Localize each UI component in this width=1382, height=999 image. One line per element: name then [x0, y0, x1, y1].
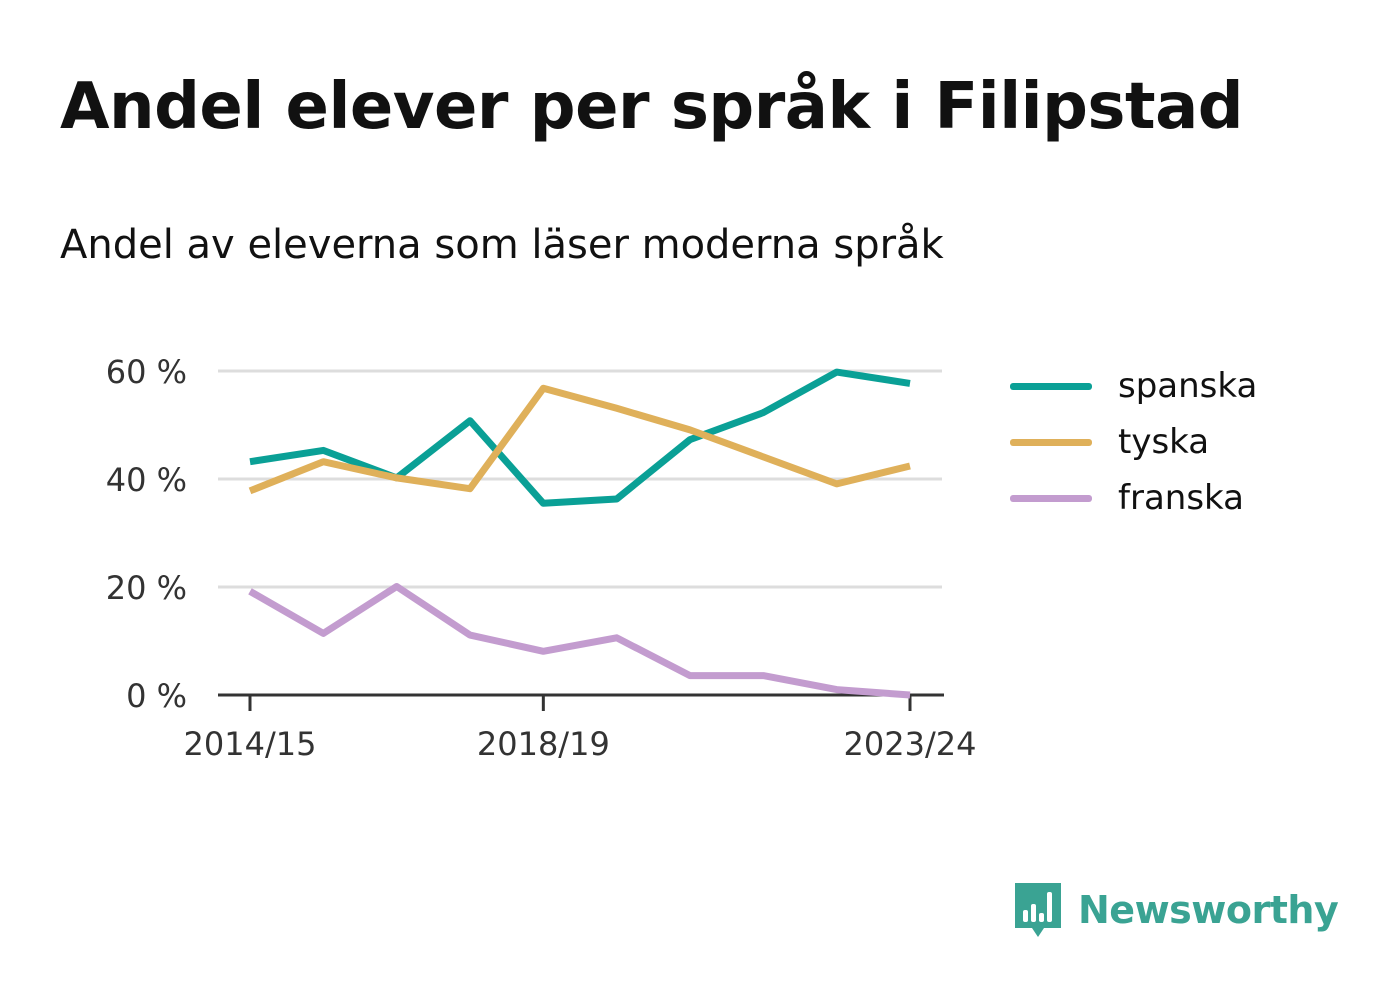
y-tick-label: 60 % — [106, 353, 187, 391]
y-tick-label: 0 % — [126, 677, 187, 715]
legend-label-tyska: tyska — [1118, 422, 1210, 462]
y-tick-label: 20 % — [106, 569, 187, 607]
x-tick-label: 2023/24 — [844, 725, 977, 763]
legend-label-franska: franska — [1118, 478, 1244, 518]
legend-item-franska: franska — [1010, 470, 1257, 526]
legend-swatch-franska — [1010, 494, 1092, 502]
x-axis: 2014/15 2018/19 2023/24 — [184, 693, 977, 763]
series-line-franska — [248, 583, 911, 699]
x-tick-label: 2018/19 — [477, 725, 610, 763]
brand-name: Newsworthy — [1078, 888, 1339, 932]
legend: spanska tyska franska — [1010, 358, 1257, 526]
legend-swatch-spanska — [1010, 382, 1092, 390]
series-line-tyska — [248, 384, 911, 495]
y-axis-tick-labels: 0 % 20 % 40 % 60 % — [106, 353, 187, 715]
legend-item-tyska: tyska — [1010, 414, 1257, 470]
bar-chart-speech-bubble-icon — [1015, 883, 1061, 937]
series-lines — [248, 368, 911, 699]
series-line-spanska — [249, 368, 911, 507]
chart-title: Andel elever per språk i Filipstad — [60, 70, 1244, 144]
legend-swatch-tyska — [1010, 438, 1092, 446]
y-tick-label: 40 % — [106, 461, 187, 499]
chart-subtitle: Andel av eleverna som läser moderna språ… — [60, 222, 944, 268]
legend-item-spanska: spanska — [1010, 358, 1257, 414]
legend-label-spanska: spanska — [1118, 366, 1258, 406]
brand-logo: Newsworthy — [1012, 880, 1339, 940]
x-tick-label: 2014/15 — [184, 725, 317, 763]
